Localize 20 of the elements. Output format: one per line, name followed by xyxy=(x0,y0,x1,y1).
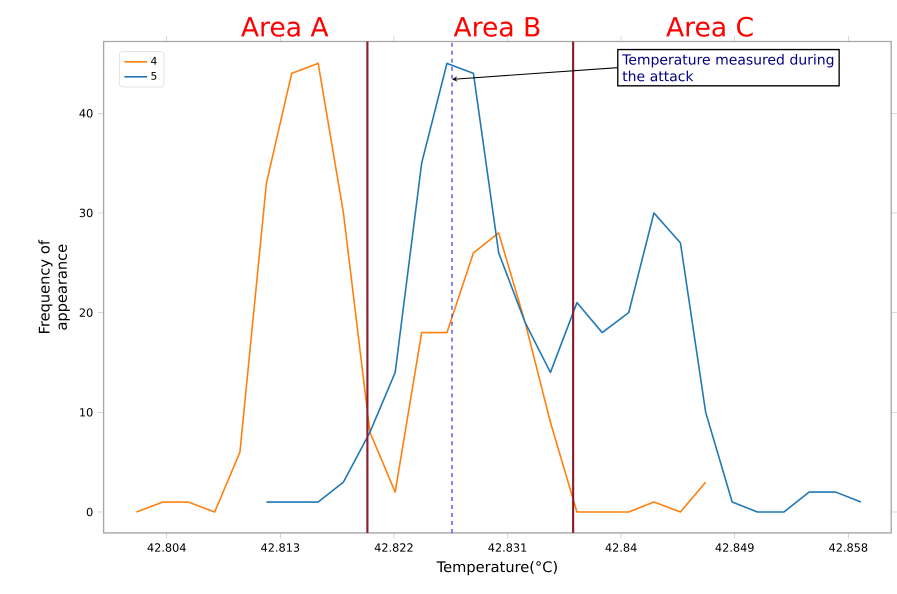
x-tick-label: 42.831 xyxy=(488,543,526,552)
x-tick-label: 42.804 xyxy=(148,543,186,552)
y-axis-title: Frequency of appearance xyxy=(38,240,70,334)
x-tick-label: 42.849 xyxy=(715,543,754,552)
y-tick-label: 10 xyxy=(80,408,93,417)
legend-label: 5 xyxy=(151,72,156,80)
annotation: Temperature measured during the attack xyxy=(622,54,834,82)
x-axis-title: Temperature(°C) xyxy=(436,561,557,576)
text: Area A xyxy=(241,17,328,37)
y-tick-label: 40 xyxy=(79,109,93,118)
y-tick-label: 20 xyxy=(80,308,93,318)
x-tick-label: 42.813 xyxy=(261,543,300,552)
x-tick-label: 42.84 xyxy=(605,543,637,552)
text: Area B xyxy=(454,17,540,37)
text: Area C xyxy=(666,16,753,37)
legend-label: 4 xyxy=(151,57,157,65)
x-tick-label: 42.822 xyxy=(374,543,413,552)
x-tick-label: 42.858 xyxy=(829,543,868,552)
y-tick-label: 0 xyxy=(86,508,93,516)
y-tick-label: 30 xyxy=(80,208,93,218)
